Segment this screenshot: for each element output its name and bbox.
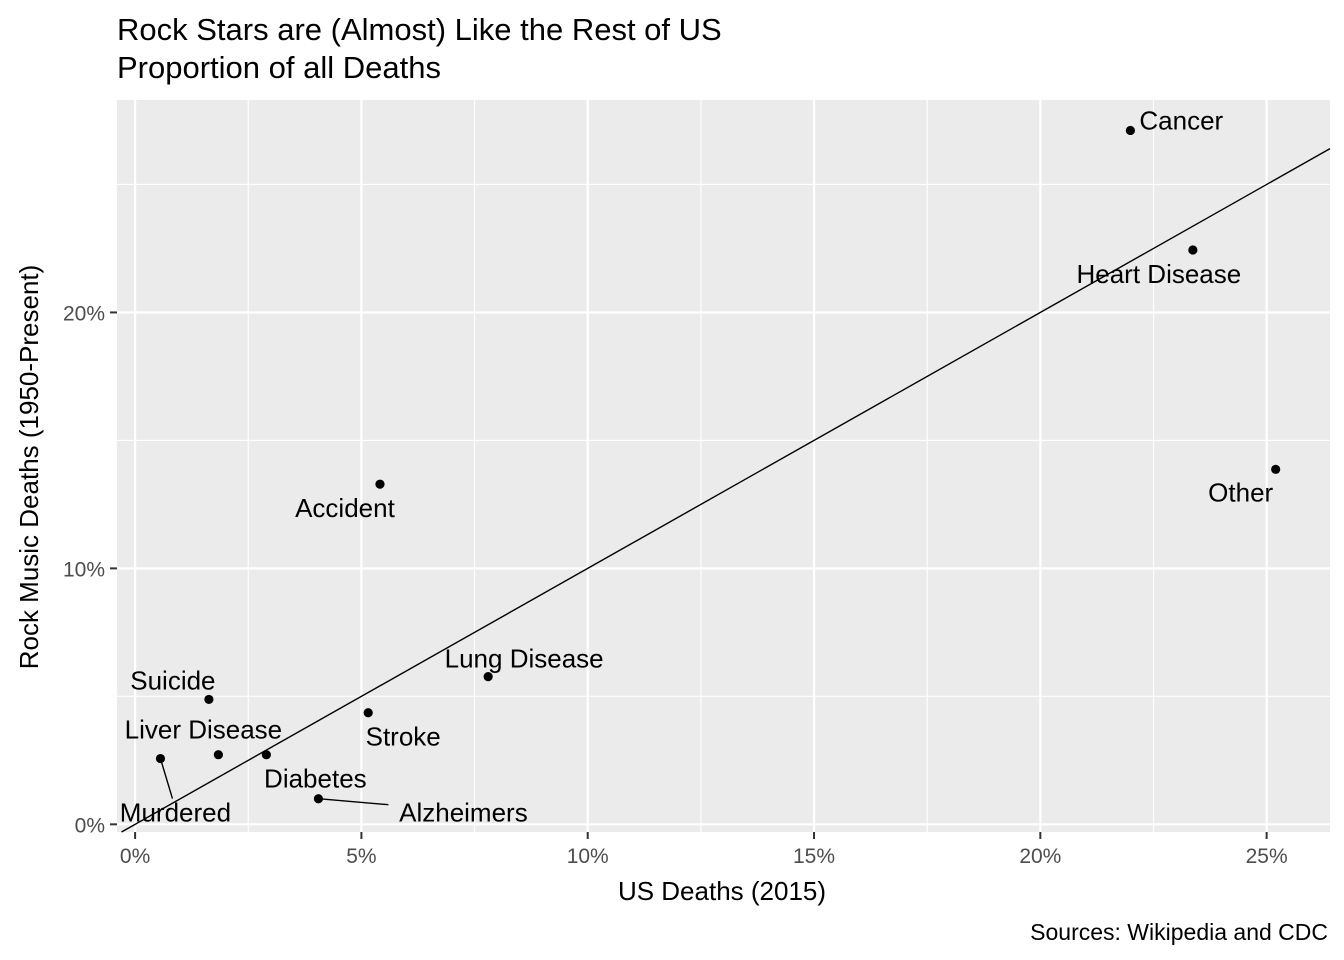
point-suicide bbox=[204, 694, 214, 705]
label-diabetes: Diabetes bbox=[264, 764, 367, 794]
x-tick-label: 0% bbox=[120, 845, 150, 868]
leader-line-murdered bbox=[159, 758, 174, 799]
label-other: Other bbox=[1208, 477, 1273, 507]
plot-panel bbox=[117, 100, 1330, 832]
y-axis-title: Rock Music Deaths (1950-Present) bbox=[14, 265, 44, 670]
x-tick-label: 20% bbox=[1019, 845, 1061, 868]
chart-caption: Sources: Wikipedia and CDC bbox=[1030, 919, 1328, 945]
x-tick-label: 10% bbox=[567, 845, 609, 868]
reference-line-group bbox=[121, 148, 1331, 833]
label-accident: Accident bbox=[295, 493, 395, 523]
point-cancer bbox=[1125, 125, 1135, 136]
point-lung-disease bbox=[483, 672, 493, 682]
label-liver-disease: Liver Disease bbox=[125, 715, 283, 745]
label-alzheimers: Alzheimers bbox=[399, 798, 528, 828]
point-heart-disease bbox=[1188, 245, 1198, 255]
x-tick-label: 5% bbox=[346, 845, 376, 868]
label-lung-disease: Lung Disease bbox=[445, 644, 604, 674]
leader-line-alzheimers bbox=[318, 798, 389, 806]
y-axis-ticks: 0% 10% 20% bbox=[63, 302, 117, 837]
point-other bbox=[1271, 464, 1281, 474]
data-points bbox=[155, 125, 1281, 804]
reference-line bbox=[121, 148, 1331, 833]
point-accident bbox=[375, 479, 385, 489]
x-axis-title: US Deaths (2015) bbox=[618, 876, 826, 906]
chart-subtitle: Proportion of all Deaths bbox=[117, 50, 441, 85]
label-stroke: Stroke bbox=[366, 722, 441, 752]
x-axis-ticks: 0% 5% 10% 15% 20% 25% bbox=[120, 832, 1288, 868]
y-tick-label: 10% bbox=[63, 558, 105, 581]
y-tick-label: 20% bbox=[63, 302, 105, 325]
point-stroke bbox=[363, 708, 373, 718]
data-labels: Cancer Heart Disease Other Accident Lung Dis… bbox=[120, 105, 1274, 827]
point-diabetes bbox=[261, 750, 271, 760]
label-murdered: Murdered bbox=[120, 798, 231, 828]
label-cancer: Cancer bbox=[1139, 105, 1223, 135]
grid-lines bbox=[117, 100, 1330, 832]
label-heart-disease: Heart Disease bbox=[1076, 259, 1241, 289]
point-liver-disease bbox=[213, 750, 223, 760]
x-tick-label: 25% bbox=[1246, 845, 1288, 868]
chart-title: Rock Stars are (Almost) Like the Rest of… bbox=[117, 12, 722, 47]
label-suicide: Suicide bbox=[130, 665, 215, 695]
y-tick-label: 0% bbox=[75, 814, 105, 837]
x-tick-label: 15% bbox=[793, 845, 835, 868]
